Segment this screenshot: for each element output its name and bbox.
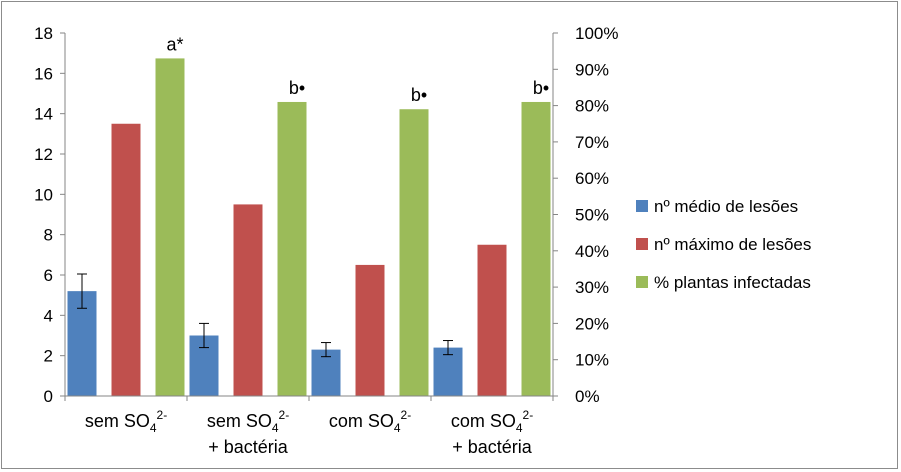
significance-label-cat2: b• — [289, 78, 305, 98]
significance-label-cat3: b• — [411, 85, 427, 105]
y-right-tick-label: 70% — [575, 133, 609, 152]
y-right-tick-label: 10% — [575, 351, 609, 370]
x-tick-label-cat3: com SO42- — [329, 408, 411, 435]
y-right-tick-label: 50% — [575, 206, 609, 225]
y-left-tick-label: 10 — [34, 185, 53, 204]
bar-series3-cat2 — [277, 101, 307, 396]
bar-series3-cat3 — [399, 109, 429, 396]
bar-series1-cat4 — [433, 347, 463, 396]
x-tick-label-cat2: + bactéria — [208, 437, 289, 457]
bar-series2-cat3 — [355, 264, 385, 396]
legend-swatch-series2 — [636, 238, 648, 250]
y-left-tick-label: 2 — [44, 347, 53, 366]
y-left-tick-label: 14 — [34, 105, 53, 124]
bar-series1-cat3 — [311, 349, 341, 396]
legend-label-series2: nº máximo de lesões — [654, 235, 811, 254]
y-left-tick-label: 16 — [34, 64, 53, 83]
bar-series3-cat4 — [521, 101, 551, 396]
y-right-tick-label: 100% — [575, 24, 618, 43]
y-left-tick-label: 4 — [44, 306, 53, 325]
legend-swatch-series1 — [636, 200, 648, 212]
y-right-tick-label: 80% — [575, 97, 609, 116]
y-right-tick-label: 60% — [575, 169, 609, 188]
bar-series2-cat2 — [233, 204, 263, 396]
x-tick-label-cat2: sem SO42- — [207, 408, 289, 435]
y-left-tick-label: 6 — [44, 266, 53, 285]
y-right-tick-label: 90% — [575, 60, 609, 79]
y-right-tick-label: 20% — [575, 314, 609, 333]
legend-label-series1: nº médio de lesões — [654, 197, 798, 216]
bar-series2-cat1 — [111, 123, 141, 396]
y-left-tick-label: 18 — [34, 24, 53, 43]
y-right-tick-label: 40% — [575, 242, 609, 261]
y-left-tick-label: 0 — [44, 387, 53, 406]
x-tick-label-cat1: sem SO42- — [85, 408, 167, 435]
x-tick-label-cat4: + bactéria — [452, 437, 533, 457]
significance-label-cat1: a* — [166, 34, 183, 54]
significance-label-cat4: b• — [533, 78, 549, 98]
bar-series2-cat4 — [477, 244, 507, 396]
y-right-tick-label: 30% — [575, 278, 609, 297]
y-right-tick-label: 0% — [575, 387, 600, 406]
x-tick-label-cat4: com SO42- — [451, 408, 533, 435]
bar-series3-cat1 — [155, 58, 185, 396]
y-left-tick-label: 12 — [34, 145, 53, 164]
legend-label-series3: % plantas infectadas — [654, 273, 811, 292]
y-left-tick-label: 8 — [44, 226, 53, 245]
legend-swatch-series3 — [636, 276, 648, 288]
